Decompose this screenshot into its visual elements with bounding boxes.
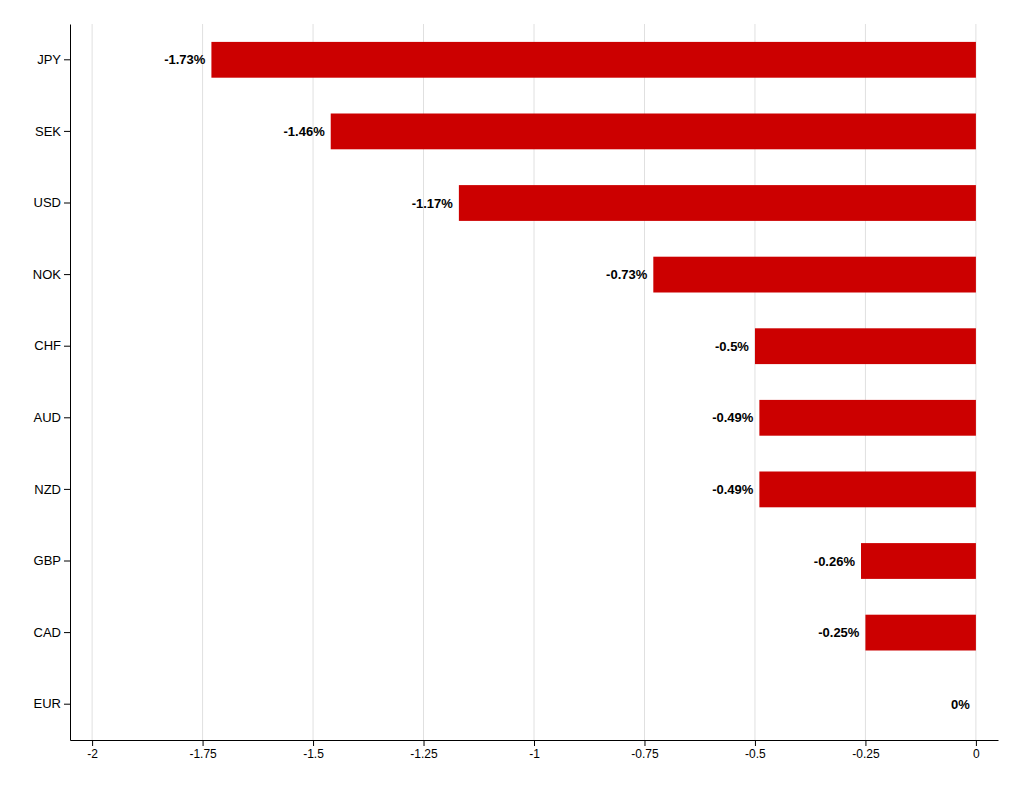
- grid: [92, 24, 976, 740]
- y-tick: CAD: [34, 625, 70, 640]
- x-tick: -0.5: [745, 740, 766, 761]
- y-tick-mark: [64, 346, 70, 347]
- bar: [653, 257, 976, 293]
- x-tick-label: -0.5: [745, 747, 766, 761]
- y-tick: AUD: [34, 410, 70, 425]
- x-tick: -0.25: [852, 740, 880, 761]
- x-tick: -0.75: [631, 740, 659, 761]
- x-tick: -1: [529, 740, 540, 761]
- data-labels: -1.73% -1.46% -1.17% -0.73% -0.5% -0.49% -0.49…: [164, 52, 970, 711]
- data-label: -0.26%: [814, 554, 856, 569]
- y-tick: JPY: [37, 52, 70, 67]
- y-tick-mark: [64, 203, 70, 204]
- chart-svg: -2 -1.75 -1.5 -1.25 -1 -0.75 -0.5 -0.25 0 JPY SEK U…: [0, 0, 1028, 788]
- x-tick-mark: [203, 740, 204, 746]
- y-tick-label: EUR: [34, 696, 61, 711]
- x-tick-mark: [534, 740, 535, 746]
- y-tick-label: GBP: [34, 553, 61, 568]
- y-tick-label: NZD: [34, 482, 61, 497]
- bars: [211, 42, 975, 651]
- y-tick-mark: [64, 59, 70, 60]
- data-label: -0.73%: [606, 267, 648, 282]
- data-label: -0.25%: [818, 625, 860, 640]
- x-tick: -2: [87, 740, 98, 761]
- y-tick-label: CHF: [34, 338, 61, 353]
- bar: [755, 328, 976, 364]
- data-label: -1.17%: [412, 196, 454, 211]
- grid-line: [202, 24, 203, 740]
- x-tick-mark: [92, 740, 93, 746]
- x-tick-label: -1.25: [410, 747, 438, 761]
- x-axis: -2 -1.75 -1.5 -1.25 -1 -0.75 -0.5 -0.25 0: [71, 740, 999, 761]
- y-tick-mark: [64, 561, 70, 562]
- y-tick: NZD: [34, 482, 70, 497]
- data-label: 0%: [951, 697, 970, 712]
- y-tick: EUR: [34, 696, 70, 711]
- grid-line: [92, 24, 93, 740]
- y-tick-mark: [64, 632, 70, 633]
- x-tick: 0: [973, 740, 980, 761]
- data-label: -1.73%: [164, 52, 206, 67]
- y-tick-label: USD: [34, 195, 61, 210]
- data-label: -1.46%: [284, 124, 326, 139]
- bar: [459, 185, 976, 221]
- y-tick: GBP: [34, 553, 70, 568]
- data-label: -0.5%: [715, 339, 749, 354]
- y-tick-mark: [64, 489, 70, 490]
- y-tick-mark: [64, 131, 70, 132]
- chart-container: -2 -1.75 -1.5 -1.25 -1 -0.75 -0.5 -0.25 0 JPY SEK U…: [0, 0, 1028, 788]
- bar: [975, 686, 976, 722]
- y-tick-label: JPY: [37, 52, 61, 67]
- x-tick: -1.5: [303, 740, 324, 761]
- x-tick-label: -0.25: [852, 747, 880, 761]
- plot: -2 -1.75 -1.5 -1.25 -1 -0.75 -0.5 -0.25 0 JPY SEK U…: [33, 24, 999, 761]
- x-tick-label: -1.75: [189, 747, 217, 761]
- y-tick-mark: [64, 704, 70, 705]
- y-tick-label: CAD: [34, 625, 61, 640]
- x-tick: -1.75: [189, 740, 217, 761]
- x-tick-label: -2: [87, 747, 98, 761]
- x-tick-mark: [313, 740, 314, 746]
- bar: [865, 615, 975, 651]
- x-tick-label: -1.5: [303, 747, 324, 761]
- x-tick-label: 0: [973, 747, 980, 761]
- bar: [759, 472, 976, 508]
- data-label: -0.49%: [712, 482, 754, 497]
- x-tick-mark: [644, 740, 645, 746]
- x-tick-mark: [865, 740, 866, 746]
- y-tick: USD: [34, 195, 70, 210]
- y-tick-mark: [64, 274, 70, 275]
- y-tick: NOK: [33, 267, 70, 282]
- data-label: -0.49%: [712, 410, 754, 425]
- bar: [861, 543, 976, 579]
- bar: [331, 114, 976, 150]
- x-tick-mark: [424, 740, 425, 746]
- y-tick: SEK: [35, 124, 70, 139]
- y-tick-label: NOK: [33, 267, 62, 282]
- bar: [759, 400, 976, 436]
- y-tick-mark: [64, 417, 70, 418]
- x-tick: -1.25: [410, 740, 438, 761]
- x-tick-label: -1: [529, 747, 540, 761]
- x-tick-mark: [976, 740, 977, 746]
- y-axis: JPY SEK USD NOK CHF AUD NZD GBP CAD EUR: [33, 25, 71, 741]
- y-tick: CHF: [34, 338, 70, 353]
- y-tick-label: AUD: [34, 410, 61, 425]
- bar: [211, 42, 975, 78]
- x-tick-mark: [755, 740, 756, 746]
- x-tick-label: -0.75: [631, 747, 659, 761]
- y-tick-label: SEK: [35, 124, 61, 139]
- y-axis-line: [70, 25, 71, 741]
